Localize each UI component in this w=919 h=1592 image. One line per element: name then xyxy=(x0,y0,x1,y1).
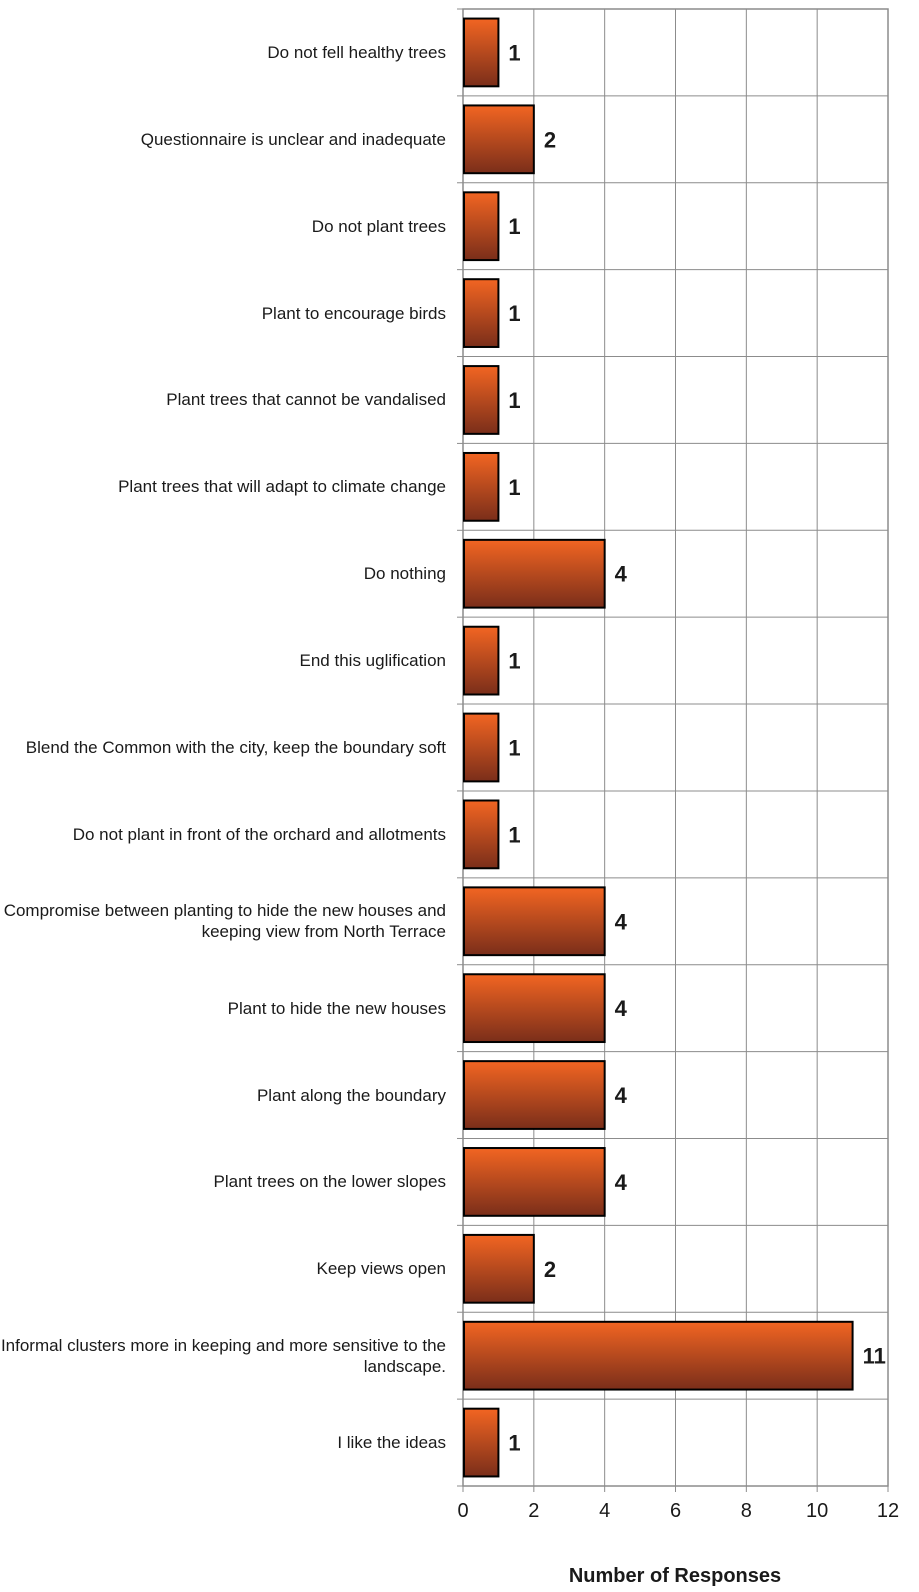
bar xyxy=(464,105,534,173)
bar xyxy=(464,1061,605,1129)
bar xyxy=(464,800,498,868)
bar-value-label: 1 xyxy=(508,475,520,500)
bar-value-label: 4 xyxy=(615,1170,628,1195)
bar-value-label: 11 xyxy=(863,1344,886,1369)
bar xyxy=(464,192,498,260)
bar-value-label: 1 xyxy=(508,736,520,761)
x-axis-title: Number of Responses xyxy=(569,1565,781,1587)
category-label: Plant trees that cannot be vandalised xyxy=(0,389,446,410)
category-label: Keep views open xyxy=(0,1258,446,1279)
bar xyxy=(464,1409,498,1477)
category-label: Do not fell healthy trees xyxy=(0,42,446,63)
category-label: I like the ideas xyxy=(0,1432,446,1453)
bar-value-label: 1 xyxy=(508,301,520,326)
category-label: Plant trees that will adapt to climate c… xyxy=(0,476,446,497)
category-label: Plant trees on the lower slopes xyxy=(0,1171,446,1192)
bar-value-label: 1 xyxy=(508,214,520,239)
x-tick-label: 12 xyxy=(877,1500,899,1522)
category-label: Compromise between planting to hide the … xyxy=(0,900,446,942)
bar xyxy=(464,887,605,955)
bar xyxy=(464,1322,853,1390)
bar-value-label: 1 xyxy=(508,388,520,413)
bar xyxy=(464,366,498,434)
category-label: Do not plant in front of the orchard and… xyxy=(0,824,446,845)
category-label: Plant to encourage birds xyxy=(0,303,446,324)
bar xyxy=(464,540,605,608)
category-label: Informal clusters more in keeping and mo… xyxy=(0,1335,446,1377)
bar xyxy=(464,279,498,347)
bar-value-label: 1 xyxy=(508,649,520,674)
bar xyxy=(464,627,498,695)
bar-value-label: 4 xyxy=(615,562,628,587)
bar xyxy=(464,1148,605,1216)
category-label: Do not plant trees xyxy=(0,216,446,237)
x-tick-label: 0 xyxy=(457,1500,468,1522)
bar-value-label: 1 xyxy=(508,1431,520,1456)
category-label: Questionnaire is unclear and inadequate xyxy=(0,129,446,150)
bar-value-label: 4 xyxy=(615,909,628,934)
bar-value-label: 2 xyxy=(544,1257,556,1282)
x-tick-label: 8 xyxy=(741,1500,752,1522)
bar-value-label: 1 xyxy=(508,40,520,65)
bar xyxy=(464,19,498,87)
x-tick-label: 4 xyxy=(599,1500,610,1522)
x-tick-label: 6 xyxy=(670,1500,681,1522)
category-label: Do nothing xyxy=(0,563,446,584)
category-label: Plant along the boundary xyxy=(0,1085,446,1106)
bar-value-label: 4 xyxy=(615,1083,628,1108)
x-tick-label: 10 xyxy=(806,1500,828,1522)
category-label: End this uglification xyxy=(0,650,446,671)
bar-value-label: 1 xyxy=(508,822,520,847)
category-label: Blend the Common with the city, keep the… xyxy=(0,737,446,758)
bar xyxy=(464,714,498,782)
bar xyxy=(464,974,605,1042)
bar xyxy=(464,453,498,521)
x-tick-label: 2 xyxy=(528,1500,539,1522)
bar-value-label: 2 xyxy=(544,127,556,152)
bar-value-label: 4 xyxy=(615,996,628,1021)
bar xyxy=(464,1235,534,1303)
category-label: Plant to hide the new houses xyxy=(0,998,446,1019)
